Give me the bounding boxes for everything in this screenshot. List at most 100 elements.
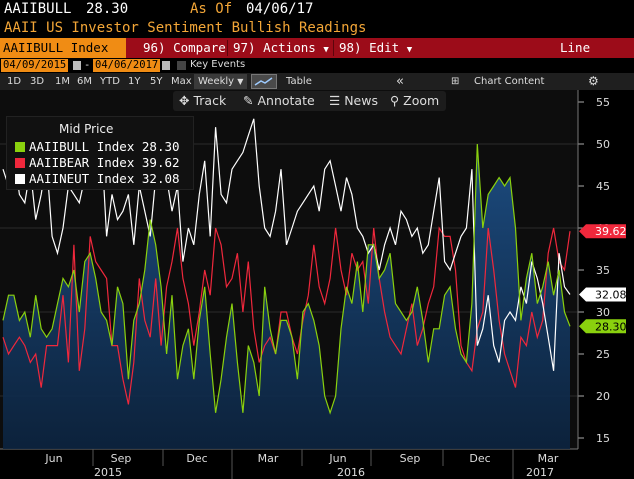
- zoom-button[interactable]: ⚲ Zoom: [390, 91, 439, 111]
- bull-last-value-tag: 28.30: [595, 320, 627, 333]
- annotate-button[interactable]: ✎ Annotate: [243, 91, 315, 111]
- y-tick-label: 20: [596, 390, 610, 403]
- bear-series-line[interactable]: [2, 226, 571, 405]
- legend-label: AAIINEUT Index: [29, 171, 135, 186]
- legend-label: AAIIBULL Index: [29, 139, 135, 154]
- x-tick-label: Sep: [400, 452, 421, 465]
- bull-series-line[interactable]: [2, 143, 571, 415]
- legend-item-bear[interactable]: AAIIBEAR Index 39.62: [15, 155, 180, 170]
- x-tick-label: Sep: [111, 452, 132, 465]
- news-label: News: [344, 93, 378, 108]
- chart-content-button[interactable]: Chart Content: [474, 76, 545, 87]
- x-tick-label: Mar: [258, 452, 279, 465]
- calendar-icon[interactable]: [73, 61, 81, 70]
- actions-button[interactable]: 97) Actions ▼: [233, 38, 329, 58]
- y-tick-label: 25: [596, 348, 610, 361]
- x-tick-label: Mar: [538, 452, 559, 465]
- chevron-down-icon: ▼: [237, 77, 244, 86]
- period-6m[interactable]: 6M: [77, 76, 92, 87]
- news-button[interactable]: ☰ News: [329, 91, 378, 111]
- x-year-label: 2016: [337, 466, 365, 479]
- period-1m[interactable]: 1M: [55, 76, 70, 87]
- news-icon: ☰: [329, 93, 341, 108]
- legend-item-neut[interactable]: AAIINEUT Index 32.08: [15, 171, 180, 186]
- ticker-symbol: AAIIBULL: [4, 1, 72, 17]
- asof-label: As Of: [190, 1, 233, 17]
- y-tick-label: 55: [596, 96, 610, 109]
- legend-item-bull[interactable]: AAIIBULL Index 28.30: [15, 139, 180, 154]
- period-ytd[interactable]: YTD: [100, 76, 120, 87]
- y-tick-label: 15: [596, 432, 610, 445]
- legend-swatch: [15, 174, 25, 184]
- calendar-icon[interactable]: [162, 61, 170, 70]
- line-chart-icon[interactable]: [251, 74, 277, 89]
- chart-type-label[interactable]: Line Chart: [560, 40, 598, 75]
- end-date-field[interactable]: 04/06/2017: [93, 59, 161, 72]
- bear-last-value-tag-bg: [579, 224, 626, 239]
- x-tick-label: Jun: [328, 452, 346, 465]
- legend-value: 32.08: [141, 171, 180, 186]
- key-events-label: Key Events: [190, 59, 246, 70]
- neut-last-value-tag-bg: [579, 287, 626, 302]
- compare-button[interactable]: 96) Compare: [143, 38, 226, 58]
- period-3d[interactable]: 3D: [30, 76, 45, 87]
- period-1d[interactable]: 1D: [7, 76, 22, 87]
- function-toolbar: 96) Compare 97) Actions ▼ 98) Edit ▼ Lin…: [0, 38, 634, 75]
- header-line: AAIIBULL 28.30 As Of 04/06/17: [0, 0, 634, 19]
- x-tick-label: Dec: [469, 452, 490, 465]
- chart-tools-bar: ✥ Track ✎ Annotate ☰ News ⚲ Zoom: [173, 91, 446, 111]
- page-title: AAII US Investor Sentiment Bullish Readi…: [4, 20, 367, 36]
- period-max[interactable]: Max: [171, 76, 192, 87]
- start-date-field[interactable]: 04/09/2015: [1, 59, 69, 72]
- edit-label: Edit: [369, 40, 400, 55]
- actions-label: Actions: [263, 40, 316, 55]
- chevron-down-icon: ▼: [406, 45, 413, 55]
- y-tick-label: 50: [596, 138, 610, 151]
- edit-button[interactable]: 98) Edit ▼: [339, 38, 412, 58]
- pen-icon: ✎: [243, 93, 254, 108]
- date-separator: -: [84, 59, 91, 71]
- chevron-down-icon: ▼: [323, 45, 329, 55]
- crosshair-icon: ✥: [179, 93, 190, 108]
- compare-label: Compare: [173, 40, 226, 55]
- legend-title: Mid Price: [59, 122, 114, 136]
- x-year-label: 2015: [94, 466, 122, 479]
- security-field[interactable]: AAIIBULL Index: [0, 38, 126, 58]
- collapse-icon[interactable]: «: [396, 74, 404, 89]
- gear-icon[interactable]: ⚙: [588, 74, 599, 88]
- table-button[interactable]: Table: [286, 76, 312, 87]
- magnifier-icon: ⚲: [390, 93, 400, 108]
- track-button[interactable]: ✥ Track: [179, 91, 226, 111]
- date-range-row: 04/09/2015 - 04/06/2017 Key Events: [0, 58, 634, 73]
- legend-value: 39.62: [141, 155, 180, 170]
- edit-number: 98): [339, 40, 362, 55]
- compare-number: 96): [143, 40, 166, 55]
- track-label: Track: [193, 93, 227, 108]
- x-tick-label: Jun: [44, 452, 62, 465]
- legend: Mid Price AAIIBULL Index 28.30 AAIIBEAR …: [6, 116, 194, 190]
- chart-title-line: AAII US Investor Sentiment Bullish Readi…: [0, 19, 634, 38]
- chart-content-icon[interactable]: ⊞: [451, 76, 460, 87]
- y-tick-label: 30: [596, 306, 610, 319]
- zoom-label: Zoom: [403, 93, 440, 108]
- frequency-dropdown[interactable]: Weekly ▼: [194, 74, 248, 89]
- last-value: 28.30: [86, 1, 129, 17]
- legend-swatch: [15, 158, 25, 168]
- period-selector-row: 1D 3D 1M 6M YTD 1Y 5Y Max Weekly ▼ Table…: [0, 73, 634, 90]
- frequency-value: Weekly: [198, 76, 235, 87]
- bear-last-value-tag: 39.62: [595, 225, 627, 238]
- y-tick-label: 45: [596, 180, 610, 193]
- legend-swatch: [15, 142, 25, 152]
- legend-label: AAIIBEAR Index: [29, 155, 135, 170]
- key-events-checkbox[interactable]: [177, 61, 186, 70]
- annotate-label: Annotate: [257, 93, 315, 108]
- period-5y[interactable]: 5Y: [150, 76, 163, 87]
- asof-date: 04/06/17: [246, 1, 314, 17]
- neut-last-value-tag: 32.08: [595, 289, 627, 302]
- period-1y[interactable]: 1Y: [128, 76, 141, 87]
- legend-value: 28.30: [141, 139, 180, 154]
- bull-last-value-tag-bg: [579, 319, 626, 334]
- x-tick-label: Dec: [186, 452, 207, 465]
- actions-number: 97): [233, 40, 256, 55]
- y-tick-label: 35: [596, 264, 610, 277]
